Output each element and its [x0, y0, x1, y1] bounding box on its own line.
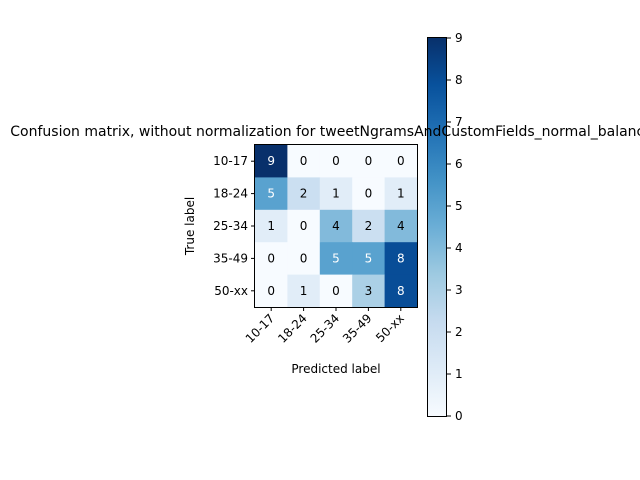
cell-value-label: 1 — [397, 187, 405, 201]
cell-value-label: 1 — [267, 219, 275, 233]
heatmap-cell — [352, 274, 386, 308]
cell-value-label: 0 — [267, 284, 275, 298]
heatmap-cell — [287, 145, 321, 178]
heatmap-cell — [384, 242, 418, 276]
heatmap-cell — [319, 177, 353, 211]
colorbar-tick-label: 9 — [455, 31, 463, 45]
heatmap-cell — [319, 242, 353, 276]
heatmap-cell — [352, 242, 386, 276]
heatmap-cell — [352, 209, 386, 243]
heatmap-cell — [287, 209, 321, 243]
heatmap-cell — [255, 145, 288, 178]
cell-value-label: 2 — [365, 219, 373, 233]
x-tick-label: 10-17 — [243, 311, 278, 346]
colorbar-tick-label: 5 — [455, 199, 463, 213]
cell-value-label: 0 — [267, 251, 275, 265]
cell-value-label: 1 — [300, 284, 308, 298]
colorbar-ticks: 0 1 2 3 4 5 6 7 8 9 — [447, 31, 463, 423]
heatmap-cell — [384, 209, 418, 243]
colorbar-tick-label: 1 — [455, 367, 463, 381]
heatmap-cell — [287, 274, 321, 308]
cell-value-label: 2 — [300, 187, 308, 201]
heatmap-cell — [384, 145, 418, 178]
colorbar-tick-label: 6 — [455, 157, 463, 171]
heatmap-cell — [352, 177, 386, 211]
cell-value-label: 0 — [365, 154, 373, 168]
cell-value-label: 0 — [300, 154, 308, 168]
cell-value-label: 9 — [267, 154, 275, 168]
colorbar-gradient — [427, 37, 447, 417]
cell-value-labels: 9 0 0 0 0 5 2 1 0 1 1 0 4 2 4 0 0 5 5 8 0 1 0 3 8 — [267, 154, 404, 298]
heatmap-cell — [319, 274, 353, 308]
x-tick-label: 50-xx — [373, 311, 407, 345]
heatmap-cell — [319, 209, 353, 243]
y-tick-label: 18-24 — [213, 187, 248, 201]
cell-value-label: 0 — [300, 219, 308, 233]
colorbar-tick-label: 7 — [455, 115, 463, 129]
y-tick-label: 10-17 — [213, 154, 248, 168]
cell-value-label: 8 — [397, 284, 405, 298]
colorbar-tick-label: 0 — [455, 409, 463, 423]
colorbar-tick-label: 4 — [455, 241, 463, 255]
cell-value-label: 0 — [332, 154, 340, 168]
cell-value-label: 5 — [365, 251, 373, 265]
colorbar-tick-label: 2 — [455, 325, 463, 339]
y-tick-label: 50-xx — [214, 284, 248, 298]
heatmap-cell — [384, 177, 418, 211]
chart-title: Confusion matrix, without normalization … — [10, 124, 640, 140]
y-tick-label: 25-34 — [213, 219, 248, 233]
x-axis-label: Predicted label — [291, 362, 380, 376]
heatmap-cell — [287, 177, 321, 211]
heatmap-cell — [255, 209, 288, 243]
cell-value-label: 4 — [397, 219, 405, 233]
cell-value-label: 0 — [332, 284, 340, 298]
x-tick-label: 18-24 — [275, 311, 310, 346]
heatmap-cells — [255, 145, 418, 308]
cell-value-label: 3 — [365, 284, 373, 298]
colorbar: 0 1 2 3 4 5 6 7 8 9 — [427, 31, 463, 423]
heatmap-cell — [255, 274, 288, 308]
colorbar-tick-label: 3 — [455, 283, 463, 297]
heatmap-cell — [255, 177, 288, 211]
cell-value-label: 0 — [397, 154, 405, 168]
heatmap-cell — [319, 145, 353, 178]
x-tick-label: 25-34 — [308, 311, 343, 346]
y-axis-label: True label — [183, 197, 197, 256]
y-tick-label: 35-49 — [213, 251, 248, 265]
y-axis-ticks: 10-17 18-24 25-34 35-49 50-xx — [213, 154, 255, 298]
cell-value-label: 4 — [332, 219, 340, 233]
cell-value-label: 0 — [300, 251, 308, 265]
cell-value-label: 5 — [332, 251, 340, 265]
cell-value-label: 5 — [267, 187, 275, 201]
cell-value-label: 8 — [397, 251, 405, 265]
heatmap-cell — [255, 242, 288, 276]
colorbar-tick-label: 8 — [455, 73, 463, 87]
heatmap-cell — [287, 242, 321, 276]
cell-value-label: 0 — [365, 187, 373, 201]
cell-value-label: 1 — [332, 187, 340, 201]
x-tick-label: 35-49 — [340, 311, 375, 346]
heatmap-cell — [352, 145, 386, 178]
heatmap-cell — [384, 274, 418, 308]
